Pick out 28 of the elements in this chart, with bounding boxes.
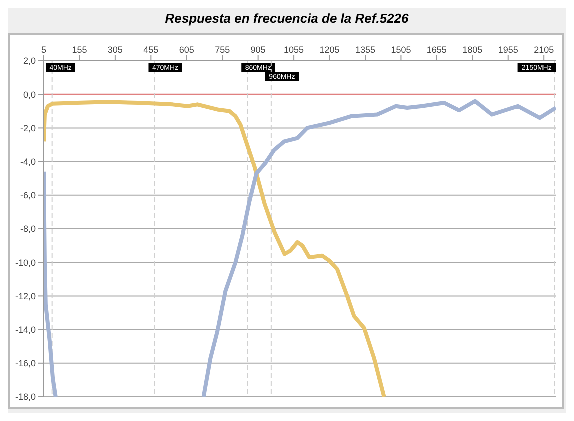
y-tick-label: -12,0 bbox=[15, 291, 36, 302]
x-tick-label: 1055 bbox=[284, 45, 304, 55]
y-tick-label: -2,0 bbox=[20, 123, 36, 134]
y-tick-label: -18,0 bbox=[15, 392, 36, 402]
x-tick-label: 1655 bbox=[426, 45, 447, 55]
y-tick-label: -4,0 bbox=[20, 156, 36, 167]
y-tick-label: -8,0 bbox=[20, 224, 36, 234]
y-tick-label: -6,0 bbox=[20, 190, 36, 201]
x-tick-label: 155 bbox=[72, 45, 88, 55]
chart-title: Respuesta en frecuencia de la Ref.5226 bbox=[164, 10, 410, 28]
x-tick-label: 1355 bbox=[355, 45, 376, 55]
x-tick-label: 1955 bbox=[498, 45, 518, 55]
y-tick-label: 0,0 bbox=[23, 90, 36, 100]
y-tick-label: -16,0 bbox=[15, 358, 36, 369]
x-tick-label: 1205 bbox=[320, 45, 340, 55]
x-tick-label: 1805 bbox=[462, 45, 483, 55]
x-tick-label: 1505 bbox=[391, 45, 412, 55]
x-tick-label: 905 bbox=[250, 45, 266, 55]
x-tick-label: 5 bbox=[41, 45, 47, 55]
x-tick-label: 605 bbox=[179, 45, 194, 55]
x-tick-label: 305 bbox=[108, 45, 123, 55]
line-series bbox=[44, 100, 386, 397]
y-tick-label: -10,0 bbox=[15, 258, 36, 268]
x-tick-label: 755 bbox=[215, 45, 230, 55]
x-tick-label: 2105 bbox=[534, 45, 554, 55]
y-tick-label: 2,0 bbox=[23, 56, 36, 66]
y-tick-label: -14,0 bbox=[15, 324, 36, 335]
x-tick-label: 455 bbox=[144, 45, 159, 55]
